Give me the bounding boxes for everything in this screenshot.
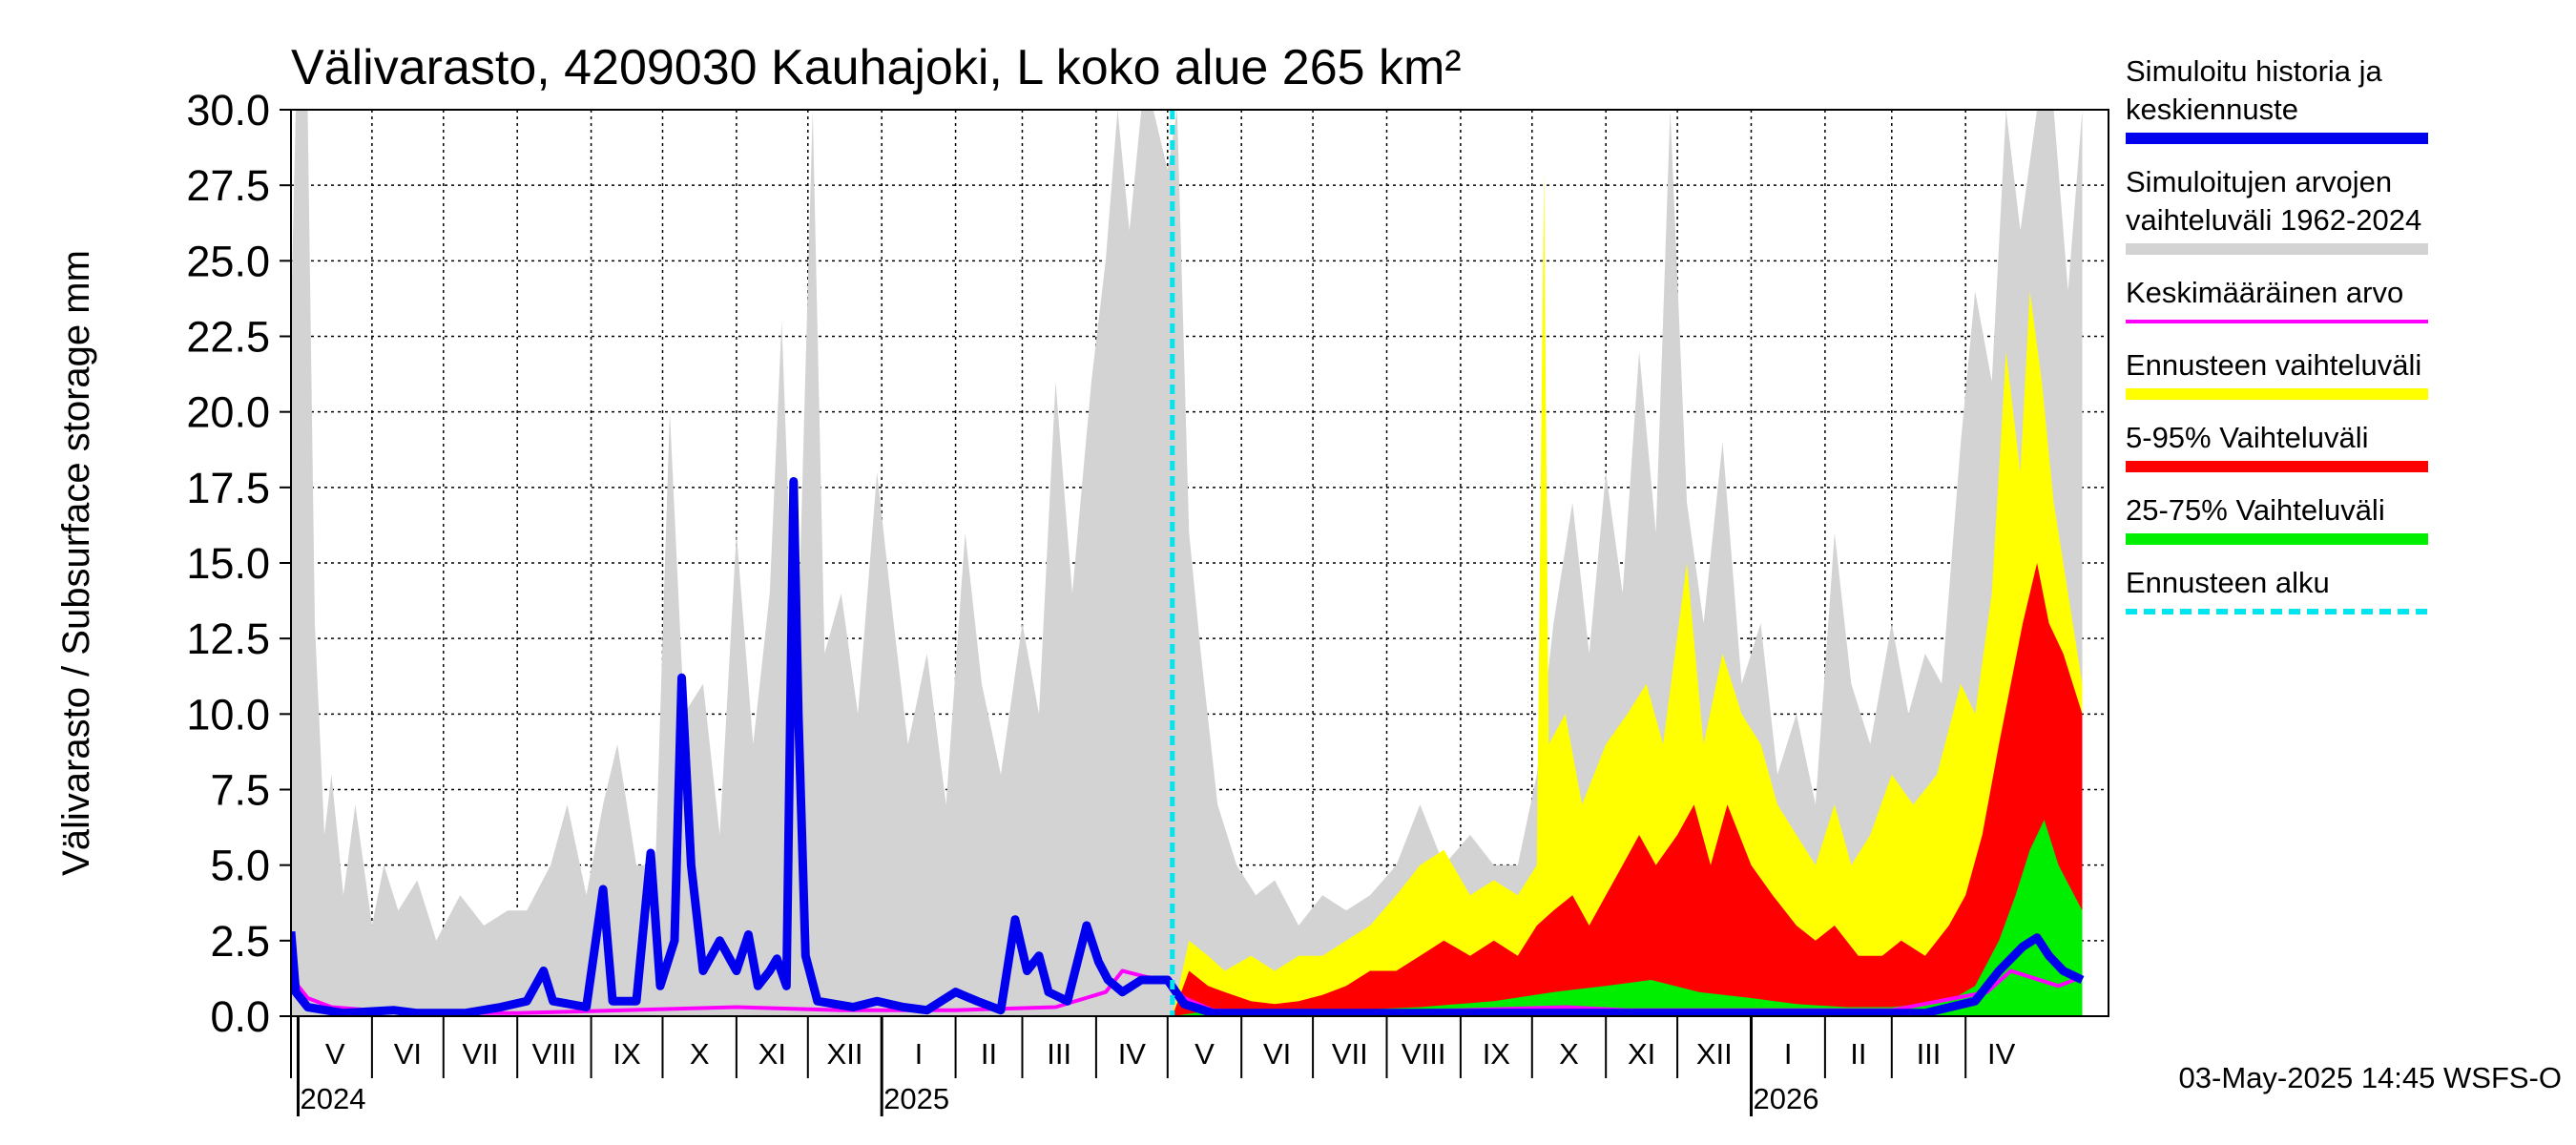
legend-item: Ennusteen alku	[2126, 566, 2428, 614]
month-label: IX	[1483, 1037, 1511, 1071]
legend-label: 5-95% Vaihteluväli	[2126, 421, 2368, 454]
legend-item: Ennusteen vaihteluväli	[2126, 348, 2428, 400]
legend-label: keskiennuste	[2126, 93, 2298, 126]
month-label: III	[1047, 1037, 1071, 1071]
axes: 0.0 2.5 5.0 7.5 10.0 12.5 15.0 17.5 20.0 22.5 25.0…	[55, 86, 2109, 1116]
y-tick-label: 27.5	[186, 161, 270, 210]
legend-label: Ennusteen vaihteluväli	[2126, 348, 2421, 382]
y-tick-label: 0.0	[210, 992, 270, 1041]
month-label: III	[1917, 1037, 1942, 1071]
y-tick-label: 2.5	[210, 917, 270, 966]
month-label: VII	[463, 1037, 499, 1071]
series-group	[291, 110, 2085, 1016]
legend-item: Simuloitujen arvojen vaihteluväli 1962-20…	[2126, 165, 2428, 255]
month-label: VI	[394, 1037, 422, 1071]
y-tick-label: 12.5	[186, 614, 270, 663]
legend-label: 25-75% Vaihteluväli	[2126, 493, 2385, 527]
legend-label: vaihteluväli 1962-2024	[2126, 203, 2421, 237]
month-label: V	[1195, 1037, 1215, 1071]
chart-title: Välivarasto, 4209030 Kauhajoki, L koko a…	[291, 40, 1462, 95]
month-label: VI	[1263, 1037, 1291, 1071]
y-tick-label: 25.0	[186, 237, 270, 285]
month-label: VIII	[1402, 1037, 1446, 1071]
month-label: V	[325, 1037, 345, 1071]
legend-item: Simuloitu historia ja keskiennuste	[2126, 54, 2428, 144]
y-axis-label: Välivarasto / Subsurface storage mm	[55, 250, 97, 876]
y-tick-label: 30.0	[186, 86, 270, 135]
y-tick-label: 5.0	[210, 842, 270, 890]
legend: Simuloitu historia jakeskiennusteSimuloi…	[2126, 54, 2428, 614]
y-tick-label: 7.5	[210, 766, 270, 815]
year-label: 2025	[883, 1082, 949, 1115]
month-label: VIII	[532, 1037, 577, 1071]
month-label: X	[1559, 1037, 1579, 1071]
legend-item: Keskimääräinen arvo	[2126, 276, 2428, 323]
month-label: VII	[1332, 1037, 1368, 1071]
month-label: XI	[1628, 1037, 1655, 1071]
month-label: IX	[613, 1037, 641, 1071]
footer-timestamp: 03-May-2025 14:45 WSFS-O	[2179, 1061, 2562, 1094]
year-label: 2026	[1753, 1082, 1818, 1115]
legend-label: Ennusteen alku	[2126, 566, 2330, 599]
legend-item: 25-75% Vaihteluväli	[2126, 493, 2428, 545]
month-label: XII	[827, 1037, 863, 1071]
y-tick-label: 22.5	[186, 313, 270, 362]
y-tick-label: 20.0	[186, 388, 270, 437]
plot-area	[291, 109, 2109, 1017]
month-label: II	[1850, 1037, 1866, 1071]
y-tick-label: 15.0	[186, 539, 270, 588]
month-label: XII	[1696, 1037, 1733, 1071]
month-label: II	[981, 1037, 997, 1071]
month-label: IV	[1118, 1037, 1147, 1071]
month-label: I	[1784, 1037, 1793, 1071]
y-tick-label: 10.0	[186, 690, 270, 739]
year-label: 2024	[300, 1082, 365, 1115]
month-label: X	[690, 1037, 710, 1071]
month-label: IV	[1987, 1037, 2016, 1071]
month-label: I	[915, 1037, 924, 1071]
legend-label: Simuloitu historia ja	[2126, 54, 2383, 88]
legend-label: Keskimääräinen arvo	[2126, 276, 2403, 309]
month-label: XI	[758, 1037, 786, 1071]
series-simuloitu-historia-ja-keskiennuste	[291, 477, 2085, 1016]
y-tick-label: 17.5	[186, 464, 270, 512]
legend-item: 5-95% Vaihteluväli	[2126, 421, 2428, 472]
series-25-75-vaihteluv-li	[1172, 820, 2083, 1016]
legend-label: Simuloitujen arvojen	[2126, 165, 2392, 198]
